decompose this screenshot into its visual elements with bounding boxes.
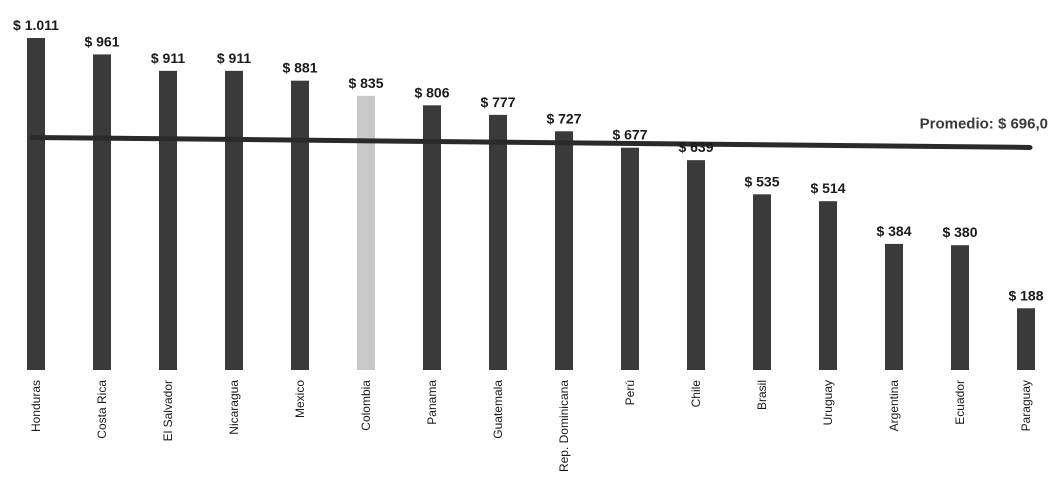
category-label-brasil: Brasil [755,380,769,410]
category-label-honduras: Honduras [29,380,43,432]
value-label-colombia: $ 835 [348,75,383,91]
bar-colombia [357,95,375,371]
bar-panama [423,105,441,370]
value-label-chile: $ 639 [678,139,713,155]
average-line [29,134,1033,150]
value-label-mexico: $ 881 [282,60,317,76]
bar-guatemala [489,114,507,370]
category-label-paraguay: Paraguay [1019,380,1033,431]
category-label-ecuador: Ecuador [953,380,967,425]
bar-mexico [291,80,309,371]
value-label-guatemala: $ 777 [480,94,515,110]
bar-uruguay [819,201,837,370]
category-label-guatemala: Guatemala [491,380,505,439]
value-label-rep-dominicana: $ 727 [546,110,581,126]
value-label-nicaragua: $ 911 [217,50,251,66]
bar-argentina [885,243,903,370]
bar-nicaragua [225,70,243,370]
bar-ecuador [951,245,969,370]
value-label-ecuador: $ 380 [942,224,977,240]
average-label: Promedio: $ 696,0 [920,115,1048,132]
value-label-el-salvador: $ 911 [151,50,185,66]
bar-honduras [27,38,45,370]
category-label-panama: Panama [425,380,439,425]
category-label-nicaragua: Nicaragua [227,380,241,435]
category-label-argentina: Argentina [887,380,901,432]
value-label-costa-rica: $ 961 [84,33,119,49]
category-label-colombia: Colombia [359,380,373,431]
bar-el-salvador [159,70,177,370]
bars-layer [27,38,1035,371]
value-label-honduras: $ 1.011 [13,17,59,33]
category-label-mexico: Mexico [293,380,307,418]
bar-chile [687,160,705,370]
value-label-uruguay: $ 514 [810,180,845,196]
category-label-rep-dominicana: Rep. Dominicana [557,380,571,472]
value-label-panama: $ 806 [414,84,449,100]
bar-brasil [753,194,771,370]
bar-rep-dominicana [555,131,573,370]
value-label-peru: $ 677 [612,127,647,143]
category-label-chile: Chile [689,380,703,408]
average-layer [29,134,1033,150]
labels-layer: $ 1.011 Honduras $ 961 Costa Rica $ 911 El Sa… [13,17,1048,472]
value-label-paraguay: $ 188 [1008,287,1043,303]
value-label-brasil: $ 535 [744,173,779,189]
bar-peru [621,147,639,370]
bar-paraguay [1017,308,1035,370]
category-label-el-salvador: El Salvador [161,380,175,441]
category-label-uruguay: Uruguay [821,380,835,425]
value-label-argentina: $ 384 [876,223,911,239]
bar-costa-rica [93,54,111,371]
category-label-costa-rica: Costa Rica [95,380,109,439]
category-label-peru: Perú [623,380,637,405]
